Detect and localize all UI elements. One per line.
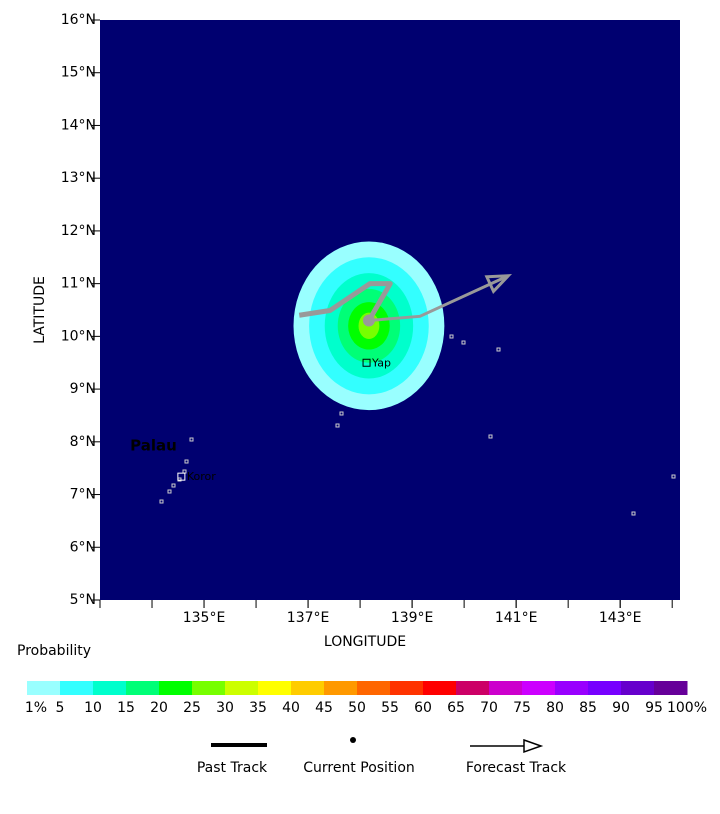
legend-label: Forecast Track <box>466 760 567 776</box>
y-tick-label: 8°N <box>70 434 96 450</box>
colorbar-label: 90 <box>612 700 630 716</box>
colorbar-label: 65 <box>447 700 465 716</box>
legend-forecast-arrow <box>523 738 544 754</box>
colorbar-swatch <box>357 681 391 695</box>
colorbar-swatch <box>159 681 193 695</box>
colorbar-label: 45 <box>315 700 333 716</box>
place-marker <box>177 472 186 481</box>
island <box>496 347 501 352</box>
y-tick-label: 5°N <box>70 592 96 608</box>
colorbar-swatch <box>291 681 325 695</box>
island <box>461 340 466 345</box>
x-tick-label: 143°E <box>599 610 642 626</box>
island <box>189 437 194 442</box>
y-tick-label: 15°N <box>61 65 96 81</box>
x-tick-label: 135°E <box>183 610 226 626</box>
past-track <box>298 281 393 322</box>
y-tick-label: 10°N <box>61 328 96 344</box>
colorbar-label: 25 <box>183 700 201 716</box>
island <box>488 434 493 439</box>
island <box>171 483 176 488</box>
colorbar-swatch <box>324 681 358 695</box>
colorbar-swatch <box>489 681 523 695</box>
island <box>335 423 340 428</box>
colorbar-swatch <box>654 681 688 695</box>
colorbar-swatch <box>93 681 127 695</box>
colorbar-label: 100% <box>667 700 707 716</box>
colorbar-swatch <box>225 681 259 695</box>
colorbar-swatch <box>621 681 655 695</box>
colorbar-label: 50 <box>348 700 366 716</box>
y-tick-label: 7°N <box>70 487 96 503</box>
colorbar-label: 5 <box>56 700 65 716</box>
colorbar-swatch <box>27 681 61 695</box>
x-tick-label: 141°E <box>495 610 538 626</box>
colorbar-label: 15 <box>117 700 135 716</box>
colorbar-label: 30 <box>216 700 234 716</box>
colorbar-label: 1% <box>25 700 47 716</box>
colorbar-label: 55 <box>381 700 399 716</box>
island <box>159 499 164 504</box>
forecast-track <box>368 274 509 323</box>
colorbar-title: Probability <box>17 643 91 659</box>
x-axis-label: LONGITUDE <box>324 634 406 650</box>
y-tick-label: 12°N <box>61 223 96 239</box>
y-axis-label: LATITUDE <box>32 276 48 344</box>
colorbar-swatch <box>588 681 622 695</box>
y-tick-label: 11°N <box>61 276 96 292</box>
x-tick-label: 139°E <box>391 610 434 626</box>
colorbar-label: 20 <box>150 700 168 716</box>
colorbar-label: 75 <box>513 700 531 716</box>
map-layer: Palau Koror Yap <box>130 241 676 516</box>
legend-label: Past Track <box>197 760 268 776</box>
colorbar-label: 80 <box>546 700 564 716</box>
colorbar-label: 10 <box>84 700 102 716</box>
island <box>449 334 454 339</box>
y-tick-label: 14°N <box>61 117 96 133</box>
legend-current-position <box>350 737 356 743</box>
place-label: Palau <box>130 437 177 455</box>
colorbar-label: 95 <box>645 700 663 716</box>
island <box>167 489 172 494</box>
colorbar-label: 85 <box>579 700 597 716</box>
y-tick-label: 16°N <box>61 12 96 28</box>
colorbar-label: 35 <box>249 700 267 716</box>
island <box>631 511 636 516</box>
x-tick-label: 137°E <box>287 610 330 626</box>
forecast-arrowhead <box>484 274 513 294</box>
place-label: Yap <box>371 356 391 369</box>
y-tick-label: 13°N <box>61 170 96 186</box>
current-position <box>362 314 375 327</box>
colorbar-swatch <box>423 681 457 695</box>
colorbar-label: 40 <box>282 700 300 716</box>
colorbar-swatch <box>258 681 292 695</box>
colorbar-swatch <box>555 681 589 695</box>
colorbar-swatch <box>456 681 490 695</box>
colorbar-swatch <box>126 681 160 695</box>
legend-label: Current Position <box>303 760 415 776</box>
island <box>184 459 189 464</box>
island <box>671 474 676 479</box>
colorbar-swatch <box>522 681 556 695</box>
island <box>339 411 344 416</box>
colorbar-swatch <box>60 681 94 695</box>
colorbar-label: 60 <box>414 700 432 716</box>
y-tick-label: 6°N <box>70 539 96 555</box>
colorbar-label: 70 <box>480 700 498 716</box>
place-label: Koror <box>187 470 216 483</box>
colorbar-swatch <box>192 681 226 695</box>
y-tick-label: 9°N <box>70 381 96 397</box>
place-marker <box>362 358 371 367</box>
colorbar-swatch <box>390 681 424 695</box>
